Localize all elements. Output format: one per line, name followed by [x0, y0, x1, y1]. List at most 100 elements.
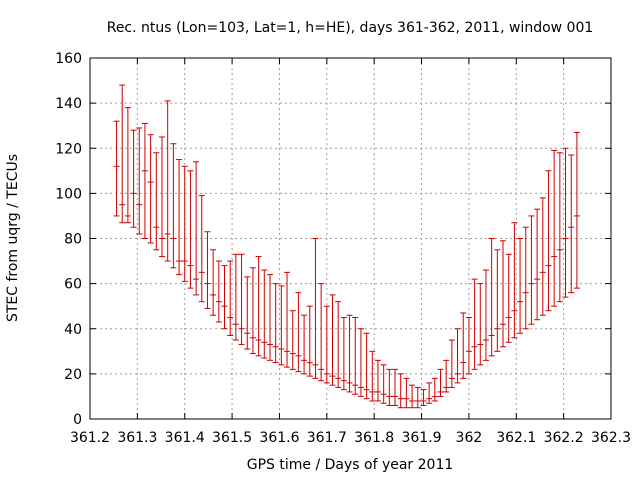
error-bar — [335, 301, 342, 388]
error-bar — [511, 222, 518, 339]
error-bar-series — [113, 84, 580, 409]
error-bar — [380, 364, 387, 404]
y-axis-label: STEC from uqrg / TECUs — [5, 154, 21, 322]
error-bar — [255, 256, 262, 357]
chart-title: Rec. ntus (Lon=103, Lat=1, h=HE), days 3… — [107, 20, 594, 36]
x-tick-label: 362.2 — [544, 430, 584, 446]
error-bar — [534, 208, 541, 321]
error-bar — [323, 305, 330, 384]
error-bar — [431, 377, 438, 402]
error-bar — [318, 283, 325, 382]
axis-ticks — [89, 57, 612, 420]
error-bar — [448, 339, 455, 388]
x-tick-label: 362.1 — [496, 430, 536, 446]
x-tick-label: 361.2 — [70, 430, 110, 446]
error-bar — [505, 253, 512, 343]
error-bar — [210, 249, 217, 316]
error-bar — [284, 271, 291, 368]
error-bar — [221, 265, 228, 330]
error-bar — [329, 294, 336, 386]
error-bar — [471, 278, 478, 370]
error-bar — [562, 147, 569, 298]
error-bar — [528, 215, 535, 325]
y-tick-label: 160 — [55, 51, 82, 67]
error-bar — [539, 197, 546, 316]
error-bar — [363, 332, 370, 400]
x-tick-label: 361.9 — [401, 430, 441, 446]
error-bar — [357, 328, 364, 397]
error-bar — [266, 274, 273, 361]
error-bar — [227, 260, 234, 337]
error-bar — [340, 316, 347, 391]
error-bar — [386, 368, 393, 406]
error-bar — [437, 368, 444, 397]
x-tick-label: 361.3 — [117, 430, 157, 446]
error-bar — [158, 136, 165, 258]
x-tick-label: 361.8 — [354, 430, 394, 446]
error-bar — [301, 314, 308, 375]
error-bar — [187, 170, 194, 289]
error-bar — [545, 170, 552, 312]
error-bar — [124, 107, 131, 224]
error-bar — [119, 84, 126, 224]
error-bar — [306, 305, 313, 377]
error-bar — [573, 131, 580, 289]
error-bar — [176, 159, 183, 276]
x-tick-label: 361.4 — [165, 430, 205, 446]
error-bar — [426, 382, 433, 404]
error-bar — [500, 240, 507, 348]
y-tick-label: 20 — [64, 367, 82, 383]
error-bar — [272, 283, 279, 364]
error-bar — [244, 276, 251, 350]
error-bar — [130, 129, 137, 228]
y-tick-label: 40 — [64, 322, 82, 338]
y-tick-label: 0 — [73, 412, 82, 428]
error-bar — [238, 253, 245, 346]
tick-labels: 361.2 361.3 361.4 361.5 361.6 361.7 361.8 361.9… — [55, 51, 631, 446]
error-bar — [181, 165, 188, 282]
error-bar — [261, 269, 268, 359]
x-tick-label: 362 — [456, 430, 483, 446]
error-bar — [409, 384, 416, 409]
error-bar — [141, 122, 148, 239]
y-tick-label: 120 — [55, 141, 82, 157]
grid-lines — [90, 58, 611, 419]
x-tick-label: 362.3 — [591, 430, 631, 446]
error-bar — [522, 226, 529, 330]
error-bar — [136, 127, 143, 235]
error-bar — [460, 312, 467, 379]
error-bar — [346, 314, 353, 393]
error-bar — [556, 152, 563, 303]
error-bar — [392, 368, 399, 406]
error-bar — [454, 328, 461, 384]
error-bar — [374, 359, 381, 402]
error-bar — [420, 389, 427, 406]
error-bar — [289, 310, 296, 370]
error-bar — [204, 231, 211, 309]
error-bar — [477, 283, 484, 366]
error-bar — [352, 316, 359, 395]
error-bar — [164, 100, 171, 262]
error-bar — [551, 150, 558, 307]
y-tick-label: 60 — [64, 277, 82, 293]
y-tick-label: 80 — [64, 232, 82, 248]
error-bar — [215, 260, 222, 323]
error-bar — [198, 195, 205, 303]
error-bar — [312, 238, 319, 379]
error-bar — [568, 154, 575, 294]
error-bar — [193, 161, 200, 296]
error-bar — [232, 253, 239, 341]
y-tick-label: 100 — [55, 186, 82, 202]
error-bar — [170, 143, 177, 269]
error-bar — [488, 238, 495, 357]
error-bar — [494, 249, 501, 352]
error-bar — [369, 350, 376, 402]
error-bar — [249, 267, 256, 355]
error-bar — [482, 269, 489, 361]
x-tick-label: 361.7 — [307, 430, 347, 446]
error-bar — [153, 152, 160, 251]
error-bar — [517, 238, 524, 334]
error-bar — [278, 285, 285, 366]
error-bar — [397, 373, 404, 409]
error-bar — [295, 292, 302, 373]
